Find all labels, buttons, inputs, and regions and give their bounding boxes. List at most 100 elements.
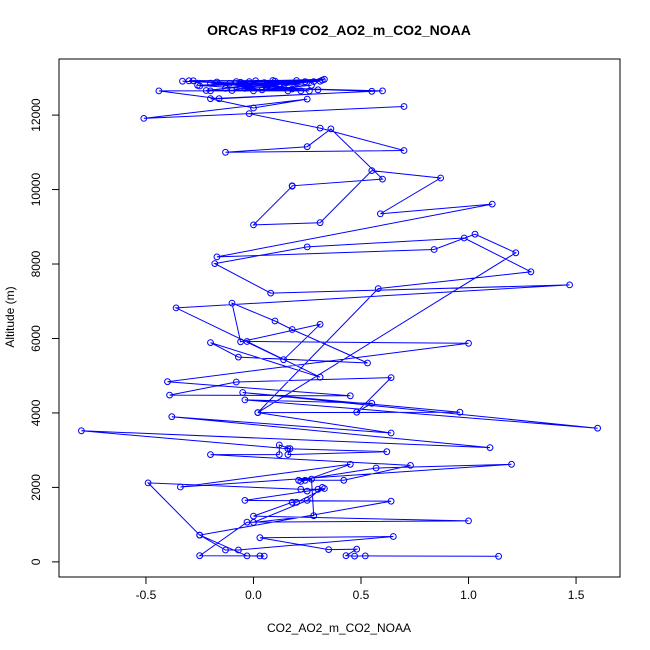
data-point: [327, 125, 335, 133]
data-point: [250, 221, 257, 229]
data-point: [456, 408, 464, 416]
data-point: [301, 476, 309, 484]
data-point: [293, 498, 300, 506]
data-point: [316, 77, 324, 85]
data-point: [286, 445, 294, 453]
data-point: [306, 87, 313, 95]
data-point: [389, 533, 397, 540]
data-point: [465, 339, 472, 347]
x-tick-label: -0.5: [136, 588, 157, 602]
data-point: [387, 374, 395, 382]
data-point: [310, 512, 318, 520]
data-point: [566, 281, 573, 289]
data-point: [288, 182, 296, 190]
data-point: [437, 174, 445, 182]
y-tick-label: 4000: [29, 399, 43, 426]
data-point: [297, 485, 305, 493]
data-point: [260, 552, 268, 560]
data-point: [271, 317, 279, 325]
data-point: [293, 79, 300, 87]
data-point: [215, 95, 223, 103]
data-point: [222, 546, 229, 554]
data-point: [254, 409, 262, 417]
data-point: [303, 487, 311, 495]
data-point: [303, 497, 311, 504]
data-point: [407, 462, 414, 469]
data-point: [256, 552, 264, 560]
data-point: [361, 552, 369, 560]
data-point: [250, 104, 257, 112]
y-tick-label: 8000: [29, 250, 43, 277]
data-point: [400, 147, 408, 154]
data-point: [207, 451, 214, 459]
series-layer: [78, 75, 601, 560]
data-point: [471, 230, 479, 238]
data-point: [235, 546, 242, 554]
x-axis-label: CO2_AO2_m_CO2_NOAA: [267, 621, 411, 635]
data-point: [185, 77, 193, 85]
data-point: [172, 304, 180, 312]
data-point: [374, 285, 382, 293]
data-point: [239, 389, 247, 396]
data-point: [155, 87, 163, 95]
data-point: [243, 338, 251, 345]
data-point: [316, 320, 324, 328]
data-point: [250, 87, 257, 95]
data-point: [258, 86, 266, 94]
y-tick-label: 10000: [29, 173, 43, 207]
data-point: [196, 531, 204, 539]
series-line: [81, 78, 598, 557]
data-point: [512, 249, 520, 257]
data-point: [377, 210, 384, 218]
x-tick-label: 0.5: [353, 588, 370, 602]
data-point: [368, 87, 376, 95]
data-point: [288, 326, 296, 333]
data-point: [250, 519, 257, 526]
data-point: [314, 485, 322, 493]
data-point: [237, 78, 245, 86]
data-point: [321, 75, 328, 83]
data-point: [488, 200, 496, 208]
data-point: [387, 497, 395, 505]
data-point: [222, 148, 229, 156]
data-point: [310, 78, 318, 85]
chart-title: ORCAS RF19 CO2_AO2_m_CO2_NOAA: [207, 22, 471, 38]
data-point: [275, 451, 283, 459]
x-tick-label: 1.5: [568, 588, 585, 602]
y-tick-label: 2000: [29, 474, 43, 501]
data-point: [166, 391, 174, 399]
x-axis: -0.5 0.0 0.5 1.0 1.5: [136, 577, 585, 602]
data-point: [318, 484, 326, 491]
data-point: [194, 81, 202, 89]
data-point: [351, 552, 359, 560]
y-axis: 0 2000 4000 6000 8000 10000 12000: [29, 98, 59, 565]
data-point: [316, 219, 324, 227]
data-point: [237, 338, 245, 346]
data-point: [301, 78, 309, 85]
data-point: [207, 95, 214, 103]
data-point: [353, 408, 361, 416]
data-point: [288, 498, 296, 506]
data-point: [314, 86, 322, 94]
data-point: [164, 378, 171, 386]
data-point: [460, 234, 468, 242]
data-point: [368, 399, 376, 407]
x-tick-label: 0.0: [245, 588, 262, 602]
data-point: [222, 84, 229, 92]
data-point: [465, 517, 472, 525]
plot-frame: [58, 58, 621, 578]
y-tick-label: 0: [29, 558, 43, 565]
data-point: [177, 483, 184, 491]
data-point: [325, 546, 333, 553]
data-point: [340, 476, 348, 484]
y-tick-label: 12000: [29, 98, 43, 132]
data-point: [140, 115, 148, 122]
data-point: [486, 444, 494, 452]
data-point: [316, 373, 324, 381]
data-point: [297, 87, 305, 95]
data-point: [269, 77, 277, 84]
data-point: [243, 552, 251, 560]
data-point: [295, 476, 303, 484]
y-tick-label: 6000: [29, 325, 43, 352]
